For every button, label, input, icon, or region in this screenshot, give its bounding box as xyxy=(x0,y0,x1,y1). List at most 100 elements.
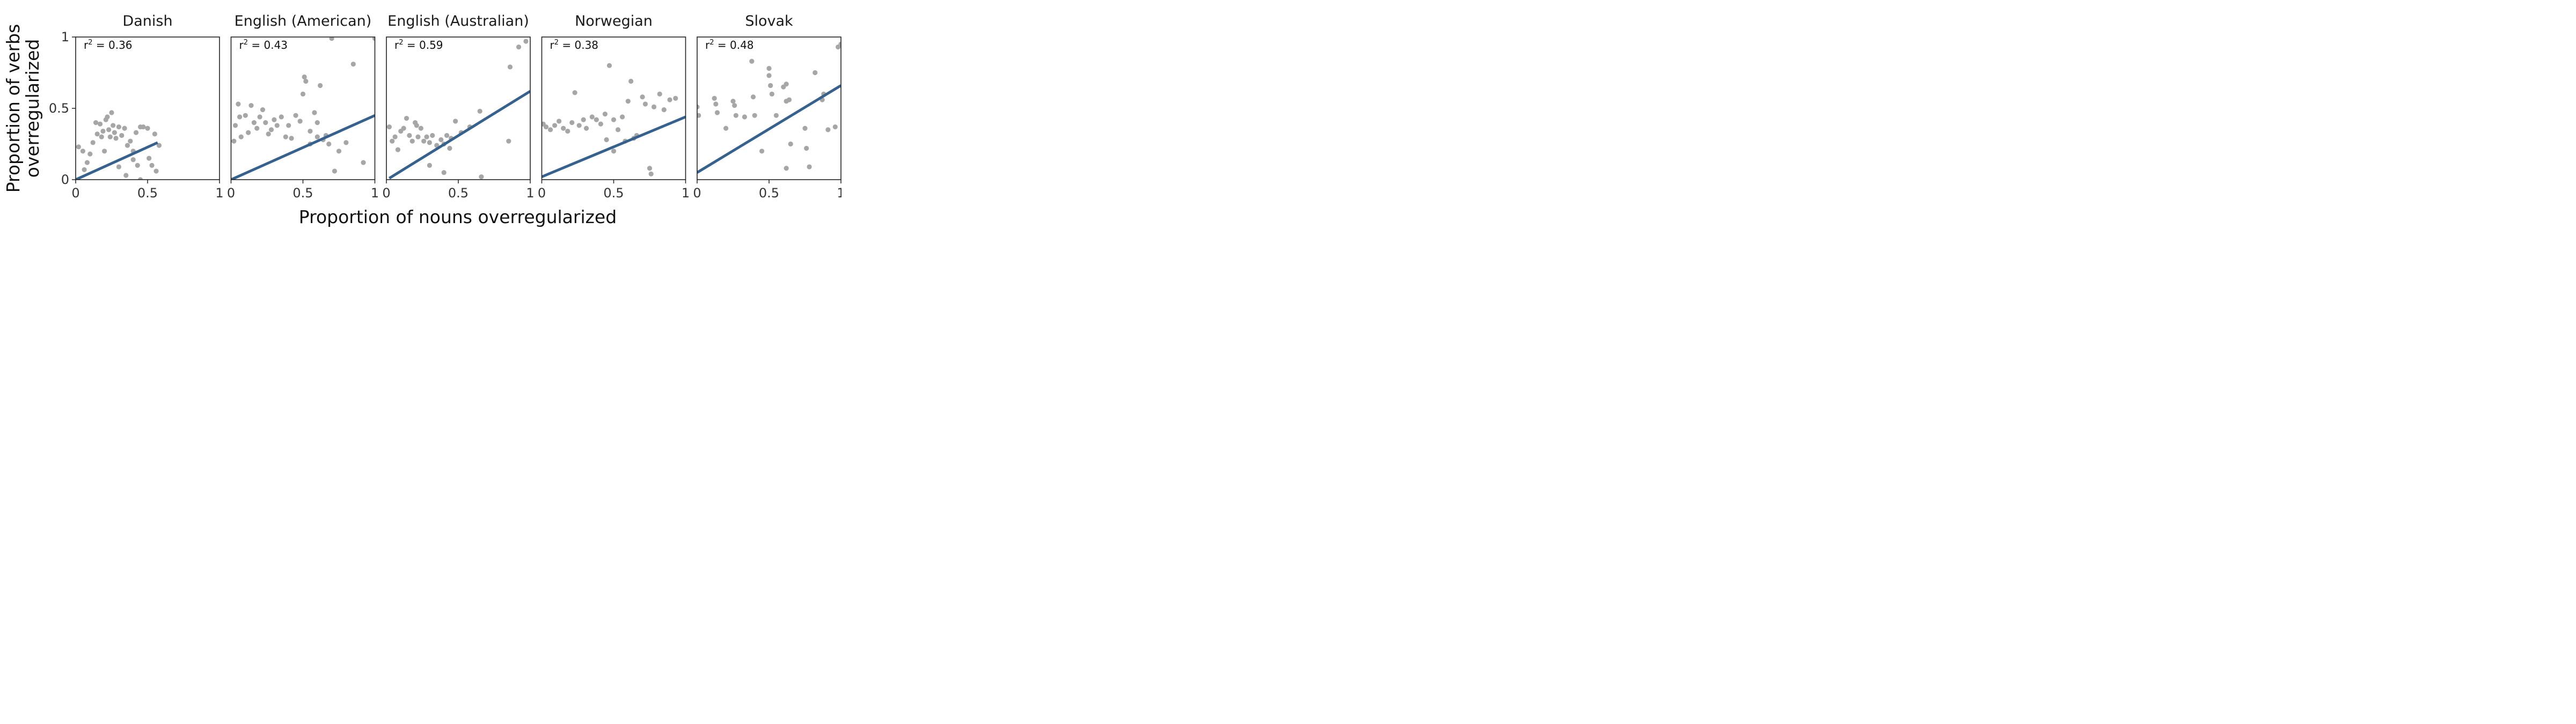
x-tick-label: 0.5 xyxy=(759,186,779,201)
x-tick-label: 1 xyxy=(682,186,690,201)
faceted-scatter-figure: Proportion of verbs overregularized Prop… xyxy=(3,13,841,227)
data-point xyxy=(838,41,841,47)
r2-label: r2 = 0.59 xyxy=(394,39,443,51)
data-point xyxy=(507,64,513,70)
data-point xyxy=(552,123,558,128)
data-point xyxy=(697,104,700,109)
data-point xyxy=(303,78,309,84)
y-tick-label: 0 xyxy=(61,172,69,187)
data-point xyxy=(153,168,159,174)
data-point xyxy=(254,125,260,131)
panel-title: Norwegian xyxy=(575,13,653,29)
data-point xyxy=(569,120,575,125)
data-point xyxy=(80,149,85,154)
data-point xyxy=(730,99,736,104)
r2-label: r2 = 0.43 xyxy=(239,39,288,51)
r2-prefix: r xyxy=(550,39,555,51)
panel-5: Slovak r2 = 0.48 0 0.5 1 xyxy=(693,13,841,201)
data-point xyxy=(430,132,435,138)
data-point xyxy=(243,113,248,118)
data-point xyxy=(477,108,482,114)
data-point xyxy=(418,125,423,131)
r2-exponent: 2 xyxy=(399,39,403,47)
panel-title: Danish xyxy=(122,13,172,29)
x-tick-label: 0.5 xyxy=(603,186,624,201)
data-point xyxy=(99,134,104,139)
data-point xyxy=(336,149,342,154)
data-point xyxy=(673,95,678,101)
data-point xyxy=(625,99,631,104)
data-point xyxy=(272,117,277,122)
data-point xyxy=(314,134,320,139)
data-point xyxy=(105,114,110,120)
data-point xyxy=(773,113,779,118)
data-point xyxy=(506,138,511,144)
panel-title: English (American) xyxy=(235,13,372,29)
data-point xyxy=(116,124,121,130)
data-point xyxy=(145,125,150,131)
x-tick-label: 0.5 xyxy=(292,186,313,201)
data-point xyxy=(141,124,146,130)
data-point xyxy=(547,127,553,132)
x-tick-label: 0 xyxy=(71,186,79,201)
data-point xyxy=(404,116,409,121)
data-point xyxy=(697,113,701,118)
r2-label: r2 = 0.38 xyxy=(550,39,599,51)
data-point xyxy=(768,83,773,88)
data-point xyxy=(251,120,257,125)
panel-3: English (Australian) r2 = 0.59 0 0.5 1 xyxy=(382,13,534,201)
points-group xyxy=(386,39,529,180)
r2-exponent: 2 xyxy=(244,39,248,47)
data-point xyxy=(409,138,415,144)
data-point xyxy=(611,117,617,122)
data-point xyxy=(714,110,720,115)
data-point xyxy=(557,119,562,124)
data-point xyxy=(401,125,406,131)
x-tick-label: 1 xyxy=(215,186,223,201)
x-tick-label: 1 xyxy=(371,186,379,201)
data-point xyxy=(147,156,152,161)
data-point xyxy=(615,127,621,132)
data-point xyxy=(523,39,529,44)
data-point xyxy=(125,143,130,148)
panel-frame xyxy=(386,36,531,180)
r2-prefix: r xyxy=(394,39,399,51)
data-point xyxy=(93,120,99,125)
data-point xyxy=(135,162,140,168)
data-point xyxy=(386,124,392,130)
data-point xyxy=(268,127,274,132)
data-point xyxy=(424,134,429,139)
data-point xyxy=(297,119,303,124)
data-point xyxy=(604,137,609,143)
r2-exponent: 2 xyxy=(709,39,714,47)
data-point xyxy=(769,91,774,97)
data-point xyxy=(667,97,672,102)
data-point xyxy=(661,107,667,113)
data-point xyxy=(766,65,772,71)
x-tick-label: 1 xyxy=(526,186,534,201)
data-point xyxy=(260,107,266,113)
data-point xyxy=(784,82,789,87)
data-point xyxy=(237,114,243,120)
data-point xyxy=(427,140,433,145)
x-tick-label: 0 xyxy=(227,186,235,201)
data-point xyxy=(116,164,121,169)
data-point xyxy=(444,132,450,138)
data-point xyxy=(788,141,793,147)
data-point xyxy=(332,168,338,174)
data-point xyxy=(312,110,317,115)
x-axis-label: Proportion of nouns overregularized xyxy=(299,206,617,227)
data-point xyxy=(611,149,617,154)
data-point xyxy=(447,145,452,151)
data-point xyxy=(648,171,654,176)
r2-value: = 0.43 xyxy=(248,39,288,51)
r2-value: = 0.36 xyxy=(93,39,133,51)
data-point xyxy=(750,94,756,100)
data-point xyxy=(111,123,116,128)
points-group xyxy=(541,63,678,176)
r2-prefix: r xyxy=(239,39,244,51)
points-group xyxy=(76,110,162,180)
data-point xyxy=(97,121,103,127)
data-point xyxy=(113,136,119,141)
